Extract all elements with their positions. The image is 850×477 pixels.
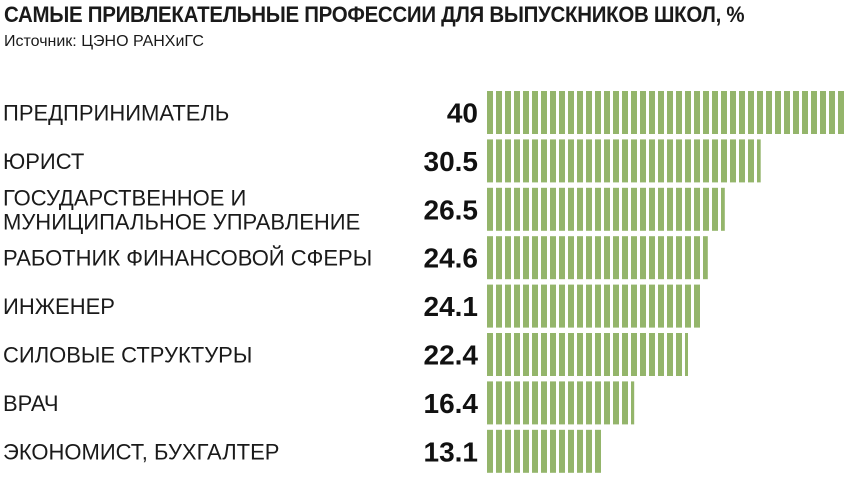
bar <box>487 381 635 425</box>
category-label: ВРАЧ <box>3 391 59 416</box>
bar <box>487 91 844 134</box>
bar <box>487 333 688 376</box>
bar <box>487 236 708 280</box>
value-label: 24.1 <box>424 291 479 322</box>
value-label: 24.6 <box>424 243 479 274</box>
category-label: ЮРИСТ <box>3 149 84 174</box>
category-label: ГОСУДАРСТВЕННОЕ И МУНИЦИПАЛЬНОЕ УПРАВЛЕНИ… <box>3 185 360 234</box>
category-label: СИЛОВЫЕ СТРУКТУРЫ <box>3 343 252 368</box>
value-label: 26.5 <box>424 194 479 225</box>
bar <box>487 284 700 328</box>
value-label: 40 <box>447 98 478 129</box>
bar <box>487 429 601 473</box>
value-label: 22.4 <box>424 340 479 371</box>
category-label: РАБОТНИК ФИНАНСОВОЙ СФЕРЫ <box>3 246 372 271</box>
category-label: ИНЖЕНЕР <box>3 294 115 319</box>
value-label: 16.4 <box>424 388 479 419</box>
category-label: ЭКОНОМИСТ, БУХГАЛТЕР <box>3 439 279 464</box>
chart-source: Источник: ЦЭНО РАНХиГС <box>4 33 204 50</box>
bar <box>487 187 725 231</box>
value-label: 13.1 <box>424 436 479 467</box>
chart-title: САМЫЕ ПРИВЛЕКАТЕЛЬНЫЕ ПРОФЕССИИ ДЛЯ ВЫПУ… <box>4 2 745 27</box>
bar <box>487 139 761 183</box>
category-label: ПРЕДПРИНИМАТЕЛЬ <box>3 101 229 126</box>
value-label: 30.5 <box>424 146 479 177</box>
